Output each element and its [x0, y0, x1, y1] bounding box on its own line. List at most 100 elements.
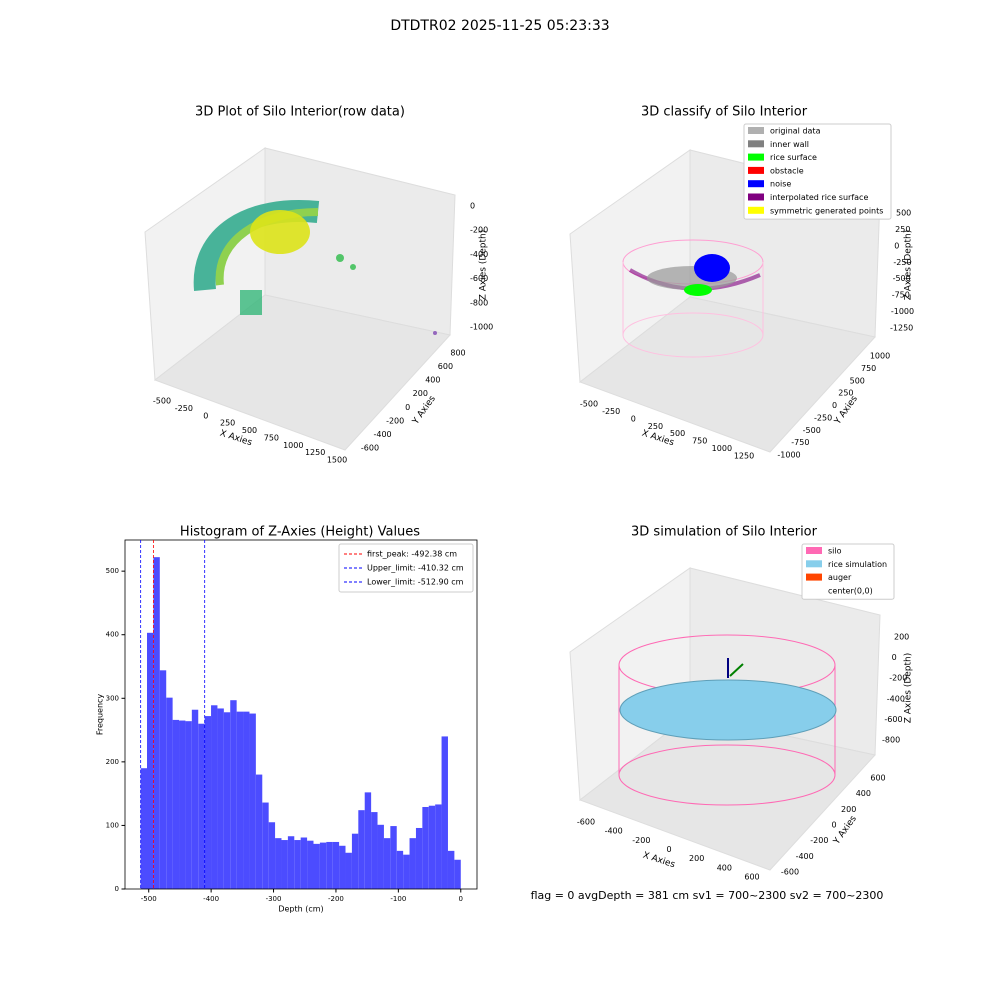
- bar: [339, 845, 346, 889]
- bar: [383, 838, 391, 889]
- bar: [307, 840, 314, 889]
- bar: [326, 841, 333, 889]
- x-tick-label: -600: [577, 818, 595, 827]
- classified-cloud: [622, 239, 764, 358]
- legend-swatch: [748, 153, 764, 161]
- bar: [287, 836, 295, 889]
- z-tick-label: -600: [470, 274, 488, 283]
- x-tick-label: 1000: [283, 441, 303, 450]
- bar: [281, 840, 288, 889]
- bar: [358, 810, 365, 889]
- y-tick-label: -400: [796, 852, 814, 861]
- bar: [364, 792, 372, 889]
- bar: [319, 842, 327, 889]
- z-tick-label: -200: [470, 226, 488, 235]
- bar: [351, 833, 359, 889]
- x-tick-label: -500: [141, 895, 157, 903]
- bar: [185, 721, 192, 889]
- legend-label: symmetric generated points: [770, 206, 883, 215]
- legend-label: original data: [770, 127, 821, 136]
- x-tick-label: 250: [220, 419, 235, 428]
- y-tick-label: 750: [861, 364, 876, 373]
- bar: [179, 720, 186, 889]
- y-tick-label: 600: [870, 774, 885, 783]
- x-tick-label: -300: [266, 895, 282, 903]
- bar: [191, 709, 199, 889]
- legend-label: auger: [828, 573, 852, 582]
- x-tick-label: -200: [328, 895, 344, 903]
- bar: [345, 852, 352, 889]
- bar: [428, 805, 436, 889]
- y-tick-label: 500: [106, 567, 119, 575]
- x-tick-label: 500: [670, 429, 685, 438]
- x-tick-label: 0: [631, 414, 636, 423]
- z-axis-label: Z Axies (Depth): [479, 230, 489, 301]
- y-tick-label: 300: [106, 694, 119, 702]
- legend-swatch: [748, 127, 764, 134]
- bar: [390, 826, 397, 889]
- bar: [332, 841, 340, 889]
- bar: [223, 712, 231, 889]
- x-tick-label: -250: [602, 407, 620, 416]
- y-tick-label: -250: [814, 413, 832, 422]
- z-tick-label: -750: [892, 291, 910, 300]
- x-tick-label: 750: [692, 437, 707, 446]
- legend-label: Lower_limit: -512.90 cm: [367, 578, 464, 587]
- y-tick-label: 600: [438, 362, 453, 371]
- bar: [422, 806, 429, 889]
- legend-box: [338, 543, 474, 593]
- z-tick-label: -500: [893, 274, 911, 283]
- z-axis-label: Z Axies (Depth): [904, 230, 914, 301]
- simulation-cloud: [618, 634, 837, 806]
- legend-label: center(0,0): [828, 586, 873, 595]
- x-axis-label: Depth (cm): [278, 905, 323, 914]
- z-tick-label: 0: [894, 241, 899, 250]
- x-tick-label: -500: [580, 400, 598, 409]
- legend-swatch: [748, 180, 764, 188]
- bar: [153, 557, 160, 889]
- chart-title: 3D classify of Silo Interior: [641, 105, 808, 120]
- x-tick-label: 0: [459, 895, 463, 903]
- z-axis-label: Z Axies (Depth): [904, 653, 914, 724]
- z-tick-label: 0: [892, 653, 897, 662]
- bar: [198, 723, 205, 889]
- x-tick-label: 250: [648, 422, 663, 431]
- y-tick-label: -500: [803, 426, 821, 435]
- legend-label: interpolated rice surface: [770, 193, 868, 202]
- z-tick-label: -600: [884, 715, 902, 724]
- bar: [447, 850, 455, 889]
- x-tick-label: 200: [689, 854, 704, 863]
- legend-label: rice surface: [770, 153, 817, 162]
- bar: [396, 850, 404, 889]
- z-tick-label: -250: [893, 258, 911, 267]
- y-tick-label: 0: [405, 403, 410, 412]
- x-tick-label: 400: [717, 863, 732, 872]
- z-tick-label: -400: [470, 250, 488, 259]
- legend-box: [743, 123, 892, 220]
- y-tick-label: -600: [361, 444, 379, 453]
- bar: [243, 711, 250, 889]
- bar: [403, 854, 410, 889]
- y-tick-label: 100: [106, 821, 119, 829]
- chart-title: 3D simulation of Silo Interior: [631, 525, 818, 540]
- legend-label: Upper_limit: -410.32 cm: [367, 564, 464, 573]
- chart-title: 3D Plot of Silo Interior(row data): [195, 105, 405, 120]
- bar: [211, 705, 218, 889]
- legend-swatch: [806, 547, 822, 554]
- z-tick-label: -400: [887, 694, 905, 703]
- legend-label: noise: [770, 180, 791, 189]
- y-tick-label: 500: [850, 376, 865, 385]
- bar: [172, 719, 180, 889]
- bar: [236, 711, 244, 889]
- x-tick-label: 750: [264, 433, 279, 442]
- y-tick-label: 800: [450, 349, 465, 358]
- chart-title: Histogram of Z-Axies (Height) Values: [180, 525, 420, 540]
- bar: [204, 716, 212, 889]
- z-tick-label: 500: [896, 209, 911, 218]
- bar: [377, 824, 384, 889]
- footer-text: flag = 0 avgDepth = 381 cm sv1 = 700~230…: [531, 889, 884, 902]
- x-tick-label: -100: [390, 895, 406, 903]
- x-tick-label: 600: [744, 873, 759, 882]
- bar: [166, 697, 173, 889]
- legend-label: inner wall: [770, 140, 809, 149]
